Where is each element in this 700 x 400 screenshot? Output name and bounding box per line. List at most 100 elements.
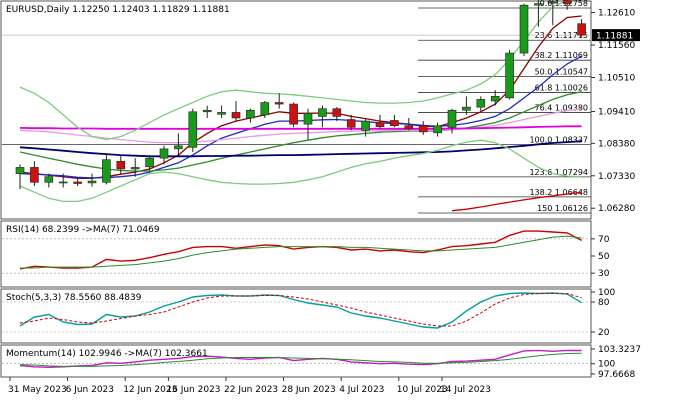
candle-bullish[interactable] — [462, 106, 471, 111]
rsi-axis-label: 30 — [598, 269, 610, 279]
time-axis-label: 12 Jun 2023 — [123, 385, 177, 395]
candle-bearish[interactable] — [346, 119, 356, 128]
rsi-pane-layer — [2, 230, 591, 274]
candle-bearish[interactable] — [73, 181, 82, 184]
current-price-tag — [592, 29, 640, 42]
candle-bullish[interactable] — [145, 157, 154, 168]
moving-average-line — [19, 0, 579, 141]
rsi-header: RSI(14) 68.2399 ->MA(7) 71.0469 — [6, 225, 160, 235]
fib-level-label: 23.6 1.11715 — [535, 31, 588, 40]
moving-average-line — [19, 55, 582, 179]
current-price-value: 1.11881 — [596, 32, 633, 42]
rsi-pane[interactable] — [0, 220, 592, 288]
stoch-pane-layer — [2, 292, 591, 333]
fib-level-label: 100.0 1.08337 — [529, 136, 588, 145]
candle-bullish[interactable] — [490, 96, 500, 102]
candle-bullish[interactable] — [159, 148, 169, 159]
momentum-header: Momentum(14) 102.9946 ->MA(7) 102.3661 — [6, 349, 208, 359]
price-axis-label: 1.07330 — [598, 172, 635, 182]
main-pane-layer: 0.0 1.12758 23.6 1.11715 38.2 1.11069 50.0 … — [2, 0, 591, 214]
price-axis-label: 1.08380 — [598, 139, 635, 149]
stoch-axis-label: 20 — [598, 328, 610, 338]
fib-level-label: 61.8 1.10026 — [535, 83, 588, 92]
candle-bearish[interactable] — [390, 120, 399, 127]
fib-level-label: 150 1.06126 — [537, 204, 588, 213]
candle-bullish[interactable] — [102, 159, 111, 183]
candle-bearish[interactable] — [30, 167, 39, 183]
main-header: EURUSD,Daily 1.12250 1.12403 1.11829 1.1… — [6, 5, 230, 15]
fib-level-label: 138.2 1.06648 — [529, 188, 588, 197]
stoch-axis-label: 80 — [598, 298, 610, 308]
candle-bullish[interactable] — [519, 4, 529, 54]
candle-bullish[interactable] — [548, 1, 558, 4]
momentum-series-line — [19, 352, 582, 367]
candle-bullish[interactable] — [44, 176, 54, 183]
stoch-series-line — [19, 292, 582, 329]
time-axis-label: 14 Jul 2023 — [440, 385, 491, 395]
candle-bearish[interactable] — [274, 102, 284, 105]
stoch-pane[interactable] — [0, 288, 592, 344]
candle-bullish[interactable] — [217, 112, 226, 115]
candle-bearish[interactable] — [404, 125, 414, 130]
candle-bearish[interactable] — [332, 108, 342, 117]
candle-bearish[interactable] — [562, 0, 572, 4]
rsi-series-line — [20, 235, 582, 269]
candle-bullish[interactable] — [87, 180, 97, 184]
rsi-axis-label: 50 — [598, 252, 610, 262]
price-axis-label: 1.12610 — [598, 9, 635, 19]
candle-bullish[interactable] — [433, 125, 442, 134]
fib-level-label: 76.4 1.09380 — [535, 103, 588, 112]
candle-bullish[interactable] — [174, 145, 183, 150]
momentum-series-line — [19, 349, 582, 369]
stoch-header: Stoch(5,3,3) 78.5560 88.4839 — [6, 293, 142, 303]
candle-bearish[interactable] — [418, 125, 428, 133]
momentum-axis-label: 103.3237 — [598, 345, 641, 355]
candle-bullish[interactable] — [260, 102, 270, 116]
candle-bullish[interactable] — [188, 111, 198, 148]
moving-average-line — [451, 191, 582, 212]
fib-level-label: 123.6 1.07294 — [529, 168, 588, 177]
moving-average-line — [19, 139, 582, 203]
candle-bullish[interactable] — [534, 3, 543, 6]
candle-bullish[interactable] — [15, 167, 25, 174]
moving-average-line — [19, 91, 582, 172]
moving-average-line — [19, 140, 582, 158]
candle-bullish[interactable] — [505, 52, 514, 99]
candle-bearish[interactable] — [289, 103, 298, 125]
candle-bullish[interactable] — [58, 181, 68, 184]
price-axis-label: 1.06280 — [598, 204, 635, 214]
candle-bearish[interactable] — [375, 122, 385, 127]
fib-level-label: 38.2 1.11069 — [535, 51, 588, 60]
time-axis-label: 4 Jul 2023 — [339, 385, 384, 395]
time-axis-label: 16 Jun 2023 — [166, 385, 220, 395]
price-axis-label: 1.11560 — [598, 41, 635, 51]
fib-level-label: 50.0 1.10547 — [535, 67, 588, 76]
candle-bullish[interactable] — [318, 108, 327, 117]
candle-bearish[interactable] — [231, 112, 241, 119]
candle-bullish[interactable] — [303, 113, 313, 125]
stoch-axis-label: 100 — [598, 288, 615, 298]
candle-bullish[interactable] — [476, 99, 486, 108]
time-axis-label: 6 Jun 2023 — [66, 385, 114, 395]
price-axis-label: 1.10510 — [598, 73, 635, 83]
rsi-axis-label: 70 — [598, 235, 610, 245]
moving-average-line — [19, 15, 582, 179]
candle-bullish[interactable] — [246, 109, 255, 119]
time-axis-label: 28 Jun 2023 — [282, 385, 336, 395]
candle-bullish[interactable] — [202, 109, 212, 113]
time-axis-label: 10 Jul 2023 — [397, 385, 448, 395]
candle-bullish[interactable] — [361, 120, 370, 131]
fib-level-label: 0.0 1.12758 — [540, 0, 588, 8]
candle-bullish[interactable] — [447, 109, 457, 128]
time-axis-label: 31 May 2023 — [8, 385, 67, 395]
candle-bearish[interactable] — [577, 23, 586, 36]
momentum-axis-label: 97.6668 — [598, 370, 635, 380]
price-axis-label: 1.09410 — [598, 107, 635, 117]
axes-layer: 1.12610 1.11560 1.10510 1.09410 1.08380 1.073… — [8, 9, 641, 395]
moving-average-line — [19, 108, 582, 144]
moving-average-line — [19, 125, 582, 130]
candle-bullish[interactable] — [130, 167, 140, 170]
momentum-axis-label: 100 — [598, 360, 615, 370]
candle-bearish[interactable] — [116, 160, 126, 170]
